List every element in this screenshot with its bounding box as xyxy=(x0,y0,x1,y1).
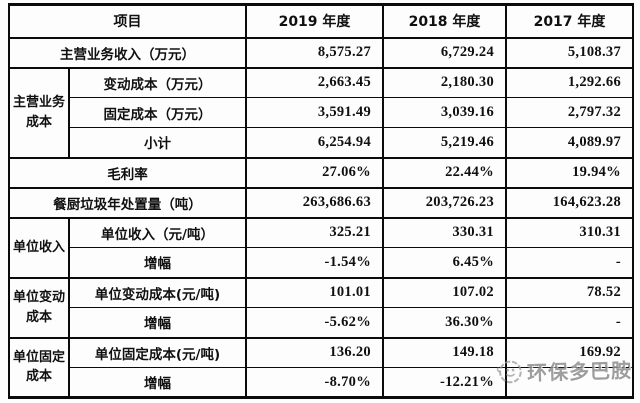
table-row-subtotal: 小计 6,254.94 5,219.46 4,089.97 xyxy=(9,127,634,159)
cell-2017: 4,089.97 xyxy=(505,127,634,159)
row-label: 变动成本（万元） xyxy=(68,67,247,98)
cell-2018: 330.31 xyxy=(382,217,507,248)
table-row-unit-income-growth: 增幅 -1.54% 6.45% - xyxy=(9,247,634,279)
cell-2018: 203,726.23 xyxy=(382,187,507,219)
group-label-unit-income: 单位收入 xyxy=(8,217,70,279)
row-label: 增幅 xyxy=(68,307,247,339)
cell-2017: 169.92 xyxy=(505,337,634,368)
cell-2019: -8.70% xyxy=(245,367,384,399)
cell-2018: 2,180.30 xyxy=(382,67,507,98)
cell-2018: 3,039.16 xyxy=(382,97,507,128)
cell-2018: 5,219.46 xyxy=(382,127,507,159)
header-item: 项目 xyxy=(8,4,247,39)
table-row-annual-volume: 餐厨垃圾年处置量（吨） 263,686.63 203,726.23 164,62… xyxy=(8,187,634,219)
row-label: 毛利率 xyxy=(8,157,247,189)
cell-2017: 19.94% xyxy=(505,157,634,189)
cell-2019: 6,254.94 xyxy=(245,127,384,159)
cell-2018: -12.21% xyxy=(382,367,507,399)
cell-2018: 22.44% xyxy=(382,157,507,189)
header-2019: 2019 年度 xyxy=(245,4,384,39)
row-label: 餐厨垃圾年处置量（吨） xyxy=(8,187,247,219)
cell-2019: -5.62% xyxy=(245,307,384,339)
row-label: 单位收入（元/吨） xyxy=(68,217,247,248)
table-row-unit-fixed-growth: 增幅 -8.70% -12.21% xyxy=(9,367,634,399)
cell-2019: 136.20 xyxy=(245,337,384,368)
cell-2017: 78.52 xyxy=(505,277,634,308)
header-row: 项目 2019 年度 2018 年度 2017 年度 xyxy=(8,4,634,39)
row-label: 单位变动成本(元/吨) xyxy=(68,277,247,308)
cell-2017: 1,292.66 xyxy=(505,67,634,98)
cell-2018: 6,729.24 xyxy=(382,37,507,69)
table-row-gross-margin: 毛利率 27.06% 22.44% 19.94% xyxy=(8,157,634,189)
cell-2019: 101.01 xyxy=(245,277,384,308)
header-2018: 2018 年度 xyxy=(382,4,507,39)
table-row-main-revenue: 主营业务收入（万元） 8,575.27 6,729.24 5,108.37 xyxy=(8,37,634,69)
cell-2017 xyxy=(505,367,634,399)
cell-2018: 149.18 xyxy=(382,337,507,368)
cell-2018: 36.30% xyxy=(382,307,507,339)
table-row-unit-fixed-cost: 单位固定成本 单位固定成本(元/吨) 136.20 149.18 169.92 xyxy=(8,337,634,399)
row-label: 主营业务收入（万元） xyxy=(8,37,247,69)
table-row-unit-variable-growth: 增幅 -5.62% 36.30% - xyxy=(9,307,634,339)
row-label: 小计 xyxy=(68,127,247,159)
row-label: 增幅 xyxy=(68,247,247,279)
cell-2019: -1.54% xyxy=(245,247,384,279)
cell-2017: - xyxy=(505,307,634,339)
cell-2017: 310.31 xyxy=(505,217,634,248)
cell-2019: 263,686.63 xyxy=(245,187,384,219)
cell-2017: 164,623.28 xyxy=(505,187,634,219)
cell-2018: 6.45% xyxy=(382,247,507,279)
table-row-variable-cost: 主营业务成本 变动成本（万元） 2,663.45 2,180.30 1,292.… xyxy=(8,67,634,159)
cell-2017: 5,108.37 xyxy=(505,37,634,69)
table-row-unit-income: 单位收入 单位收入（元/吨） 325.21 330.31 310.31 xyxy=(8,217,634,279)
cell-2019: 27.06% xyxy=(245,157,384,189)
cell-2017: - xyxy=(505,247,634,279)
cell-2019: 3,591.49 xyxy=(245,97,384,128)
cell-2019: 325.21 xyxy=(245,217,384,248)
table-row-fixed-cost: 固定成本（万元） 3,591.49 3,039.16 2,797.32 xyxy=(9,97,634,128)
row-label: 单位固定成本(元/吨) xyxy=(68,337,247,368)
group-label-unit-fixed-cost: 单位固定成本 xyxy=(8,337,70,399)
row-label: 固定成本（万元） xyxy=(68,97,247,128)
group-label-unit-variable-cost: 单位变动成本 xyxy=(8,277,70,339)
cell-2019: 8,575.27 xyxy=(245,37,384,69)
cell-2017: 2,797.32 xyxy=(505,97,634,128)
cell-2018: 107.02 xyxy=(382,277,507,308)
table-row-unit-variable-cost: 单位变动成本 单位变动成本(元/吨) 101.01 107.02 78.52 xyxy=(8,277,634,339)
financial-table: 项目 2019 年度 2018 年度 2017 年度 主营业务收入（万元） 8,… xyxy=(8,3,634,399)
row-label: 增幅 xyxy=(68,367,247,399)
group-label-main-cost: 主营业务成本 xyxy=(8,67,70,159)
cell-2019: 2,663.45 xyxy=(245,67,384,98)
header-2017: 2017 年度 xyxy=(505,4,634,39)
